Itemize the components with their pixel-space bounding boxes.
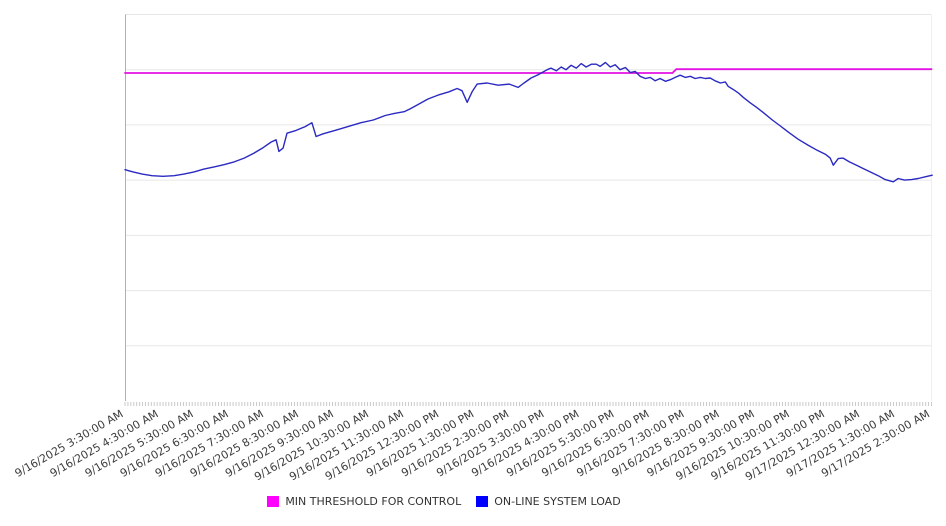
legend-label-min-threshold: MIN THRESHOLD FOR CONTROL xyxy=(285,495,462,508)
x-axis-minor-ticks xyxy=(124,402,932,406)
threshold-swatch-icon xyxy=(267,496,280,507)
legend-item-min-threshold[interactable]: MIN THRESHOLD FOR CONTROL xyxy=(267,495,461,508)
gridlines xyxy=(125,14,932,347)
load-swatch-icon xyxy=(476,496,489,507)
system-load-line xyxy=(124,61,933,183)
min-threshold-line xyxy=(124,68,933,74)
x-axis-labels: 9/16/2025 3:30:00 AM9/16/2025 4:30:00 AM… xyxy=(13,407,932,483)
legend: MIN THRESHOLD FOR CONTROL ON-LINE SYSTEM… xyxy=(0,495,946,508)
legend-item-system-load[interactable]: ON-LINE SYSTEM LOAD xyxy=(476,495,621,508)
legend-label-system-load: ON-LINE SYSTEM LOAD xyxy=(494,495,621,508)
